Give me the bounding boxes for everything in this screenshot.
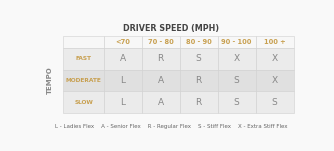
Text: <70: <70 <box>115 39 130 45</box>
Bar <box>256 36 294 48</box>
Text: 70 - 80: 70 - 80 <box>148 39 174 45</box>
Bar <box>104 70 142 91</box>
Text: A: A <box>158 76 164 85</box>
Bar <box>142 36 180 48</box>
Text: DRIVER SPEED (MPH): DRIVER SPEED (MPH) <box>123 24 219 33</box>
Text: S: S <box>234 76 239 85</box>
Bar <box>104 36 142 48</box>
Text: MODERATE: MODERATE <box>66 78 102 83</box>
Bar <box>180 91 218 113</box>
Text: 100 +: 100 + <box>264 39 286 45</box>
Bar <box>142 91 180 113</box>
Bar <box>142 70 180 91</box>
Text: L: L <box>120 98 125 107</box>
Bar <box>180 48 218 70</box>
Text: X: X <box>233 54 240 63</box>
Text: TEMPO: TEMPO <box>46 67 52 94</box>
Bar <box>104 91 142 113</box>
Bar <box>63 91 104 113</box>
Text: S: S <box>196 54 201 63</box>
Text: R: R <box>196 98 202 107</box>
Bar <box>63 36 104 48</box>
Bar <box>180 70 218 91</box>
Bar <box>218 48 256 70</box>
Text: S: S <box>272 98 278 107</box>
Text: A: A <box>158 98 164 107</box>
Text: 90 - 100: 90 - 100 <box>221 39 252 45</box>
Bar <box>63 48 104 70</box>
Text: SLOW: SLOW <box>74 100 93 104</box>
Bar <box>256 48 294 70</box>
Text: FAST: FAST <box>75 56 92 61</box>
Text: L - Ladies Flex    A - Senior Flex    R - Regular Flex    S - Stiff Flex    X - : L - Ladies Flex A - Senior Flex R - Regu… <box>55 124 288 129</box>
Bar <box>180 36 218 48</box>
Bar <box>218 91 256 113</box>
Bar <box>142 48 180 70</box>
Text: 80 - 90: 80 - 90 <box>186 39 211 45</box>
Text: L: L <box>120 76 125 85</box>
Bar <box>104 48 142 70</box>
Bar <box>63 70 104 91</box>
Text: R: R <box>196 76 202 85</box>
Bar <box>256 91 294 113</box>
Bar <box>218 36 256 48</box>
Text: S: S <box>234 98 239 107</box>
Bar <box>218 70 256 91</box>
Bar <box>256 70 294 91</box>
Text: X: X <box>272 54 278 63</box>
Text: R: R <box>158 54 164 63</box>
Text: A: A <box>120 54 126 63</box>
Text: X: X <box>272 76 278 85</box>
